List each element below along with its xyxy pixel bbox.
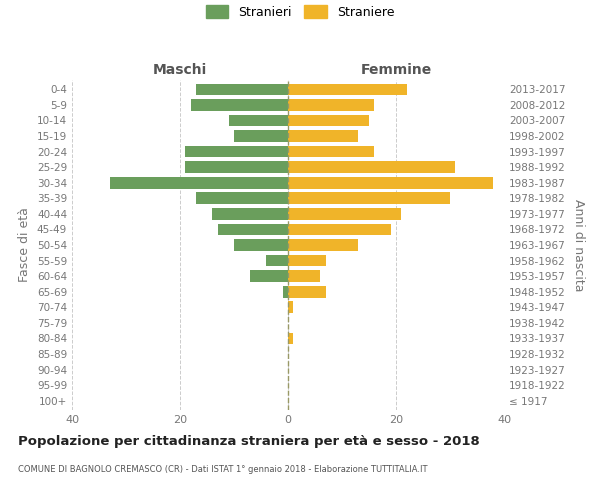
Bar <box>212 208 288 220</box>
Bar <box>288 114 369 126</box>
Bar <box>288 224 391 235</box>
Bar <box>196 84 288 95</box>
Bar <box>288 332 293 344</box>
Text: Popolazione per cittadinanza straniera per età e sesso - 2018: Popolazione per cittadinanza straniera p… <box>18 435 480 448</box>
Bar <box>288 84 407 95</box>
Bar <box>250 270 288 282</box>
Bar <box>234 130 288 142</box>
Y-axis label: Anni di nascita: Anni di nascita <box>572 198 585 291</box>
Bar <box>185 146 288 158</box>
Bar <box>229 114 288 126</box>
Bar <box>185 162 288 173</box>
Bar <box>288 270 320 282</box>
Bar <box>288 302 293 313</box>
Bar <box>288 192 450 204</box>
Bar <box>288 286 326 298</box>
Bar <box>283 286 288 298</box>
Bar <box>110 177 288 188</box>
Text: COMUNE DI BAGNOLO CREMASCO (CR) - Dati ISTAT 1° gennaio 2018 - Elaborazione TUTT: COMUNE DI BAGNOLO CREMASCO (CR) - Dati I… <box>18 465 427 474</box>
Bar <box>218 224 288 235</box>
Bar <box>234 239 288 251</box>
Bar <box>288 177 493 188</box>
Bar <box>288 99 374 110</box>
Bar <box>191 99 288 110</box>
Bar <box>288 208 401 220</box>
Text: Femmine: Femmine <box>361 62 431 76</box>
Y-axis label: Fasce di età: Fasce di età <box>19 208 31 282</box>
Bar <box>266 254 288 266</box>
Bar <box>196 192 288 204</box>
Bar <box>288 239 358 251</box>
Bar <box>288 130 358 142</box>
Bar <box>288 254 326 266</box>
Bar <box>288 146 374 158</box>
Text: Maschi: Maschi <box>153 62 207 76</box>
Legend: Stranieri, Straniere: Stranieri, Straniere <box>201 0 399 24</box>
Bar <box>288 162 455 173</box>
